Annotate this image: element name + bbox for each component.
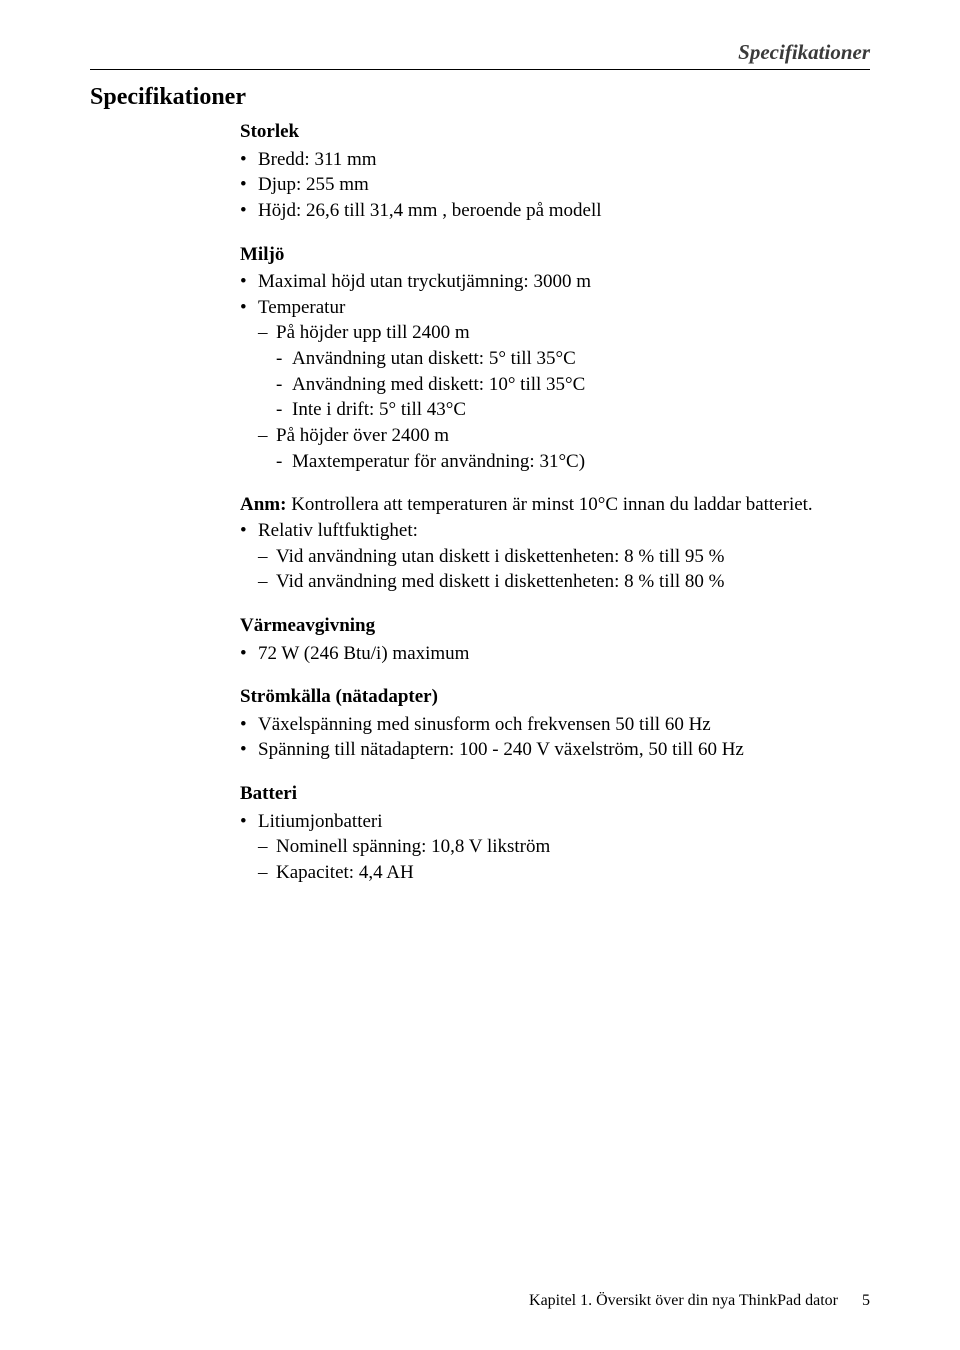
temp-group-2: På höjder över 2400 m Maxtemperatur för … xyxy=(258,423,870,474)
storlek-list: Bredd: 311 mm Djup: 255 mm Höjd: 26,6 ti… xyxy=(240,147,870,224)
list-item: Djup: 255 mm xyxy=(240,172,870,198)
batteri-heading: Batteri xyxy=(240,781,870,807)
list-item: Inte i drift: 5° till 43°C xyxy=(276,397,870,423)
content-body: Storlek Bredd: 311 mm Djup: 255 mm Höjd:… xyxy=(240,119,870,886)
note-text: Kontrollera att temperaturen är minst 10… xyxy=(291,494,812,515)
running-header: Specifikationer xyxy=(90,40,870,65)
note-block: Anm: Kontrollera att temperaturen är min… xyxy=(240,492,870,518)
batteri-sub: Nominell spänning: 10,8 V likström Kapac… xyxy=(258,834,870,885)
temp-group2-list: Maxtemperatur för användning: 31°C) xyxy=(276,449,870,475)
list-item: Maxtemperatur för användning: 31°C) xyxy=(276,449,870,475)
luftfuktighet-label: Relativ luftfuktighet: xyxy=(258,520,418,541)
list-item: Nominell spänning: 10,8 V likström xyxy=(258,834,870,860)
temp-group1-list: Användning utan diskett: 5° till 35°C An… xyxy=(276,346,870,423)
list-item: Användning med diskett: 10° till 35°C xyxy=(276,372,870,398)
temp-groups: På höjder upp till 2400 m Användning uta… xyxy=(258,320,870,474)
temp-group-1: På höjder upp till 2400 m Användning uta… xyxy=(258,320,870,423)
miljo-list: Maximal höjd utan tryckutjämning: 3000 m… xyxy=(240,269,870,474)
page: Specifikationer Specifikationer Storlek … xyxy=(0,0,960,1350)
list-item: Maximal höjd utan tryckutjämning: 3000 m xyxy=(240,269,870,295)
page-number: 5 xyxy=(862,1292,870,1309)
list-item: 72 W (246 Btu/i) maximum xyxy=(240,641,870,667)
strom-heading: Strömkälla (nätadapter) xyxy=(240,684,870,710)
list-item: Relativ luftfuktighet: Vid användning ut… xyxy=(240,518,870,595)
temp-group2-heading: På höjder över 2400 m xyxy=(276,425,449,446)
list-item: Bredd: 311 mm xyxy=(240,147,870,173)
list-item: Temperatur På höjder upp till 2400 m Anv… xyxy=(240,295,870,474)
strom-list: Växelspänning med sinusform och frekvens… xyxy=(240,712,870,763)
page-title: Specifikationer xyxy=(90,84,870,111)
varme-list: 72 W (246 Btu/i) maximum xyxy=(240,641,870,667)
list-item: Kapacitet: 4,4 AH xyxy=(258,860,870,886)
list-item: Höjd: 26,6 till 31,4 mm , beroende på mo… xyxy=(240,198,870,224)
miljo-heading: Miljö xyxy=(240,242,870,268)
batteri-list: Litiumjonbatteri Nominell spänning: 10,8… xyxy=(240,809,870,886)
luftfuktighet-list: Relativ luftfuktighet: Vid användning ut… xyxy=(240,518,870,595)
storlek-heading: Storlek xyxy=(240,119,870,145)
luftfuktighet-sub: Vid användning utan diskett i diskettenh… xyxy=(258,544,870,595)
header-rule xyxy=(90,69,870,70)
footer-text: Kapitel 1. Översikt över din nya ThinkPa… xyxy=(529,1292,838,1309)
list-item: Vid användning utan diskett i diskettenh… xyxy=(258,544,870,570)
batteri-item: Litiumjonbatteri xyxy=(258,811,383,832)
list-item: Användning utan diskett: 5° till 35°C xyxy=(276,346,870,372)
list-item: Växelspänning med sinusform och frekvens… xyxy=(240,712,870,738)
temperatur-label: Temperatur xyxy=(258,297,345,318)
list-item: Litiumjonbatteri Nominell spänning: 10,8… xyxy=(240,809,870,886)
note-label: Anm: xyxy=(240,494,286,515)
temp-group1-heading: På höjder upp till 2400 m xyxy=(276,322,470,343)
page-footer: Kapitel 1. Översikt över din nya ThinkPa… xyxy=(529,1292,870,1310)
varme-heading: Värmeavgivning xyxy=(240,613,870,639)
list-item: Vid användning med diskett i diskettenhe… xyxy=(258,569,870,595)
list-item: Spänning till nätadaptern: 100 - 240 V v… xyxy=(240,737,870,763)
